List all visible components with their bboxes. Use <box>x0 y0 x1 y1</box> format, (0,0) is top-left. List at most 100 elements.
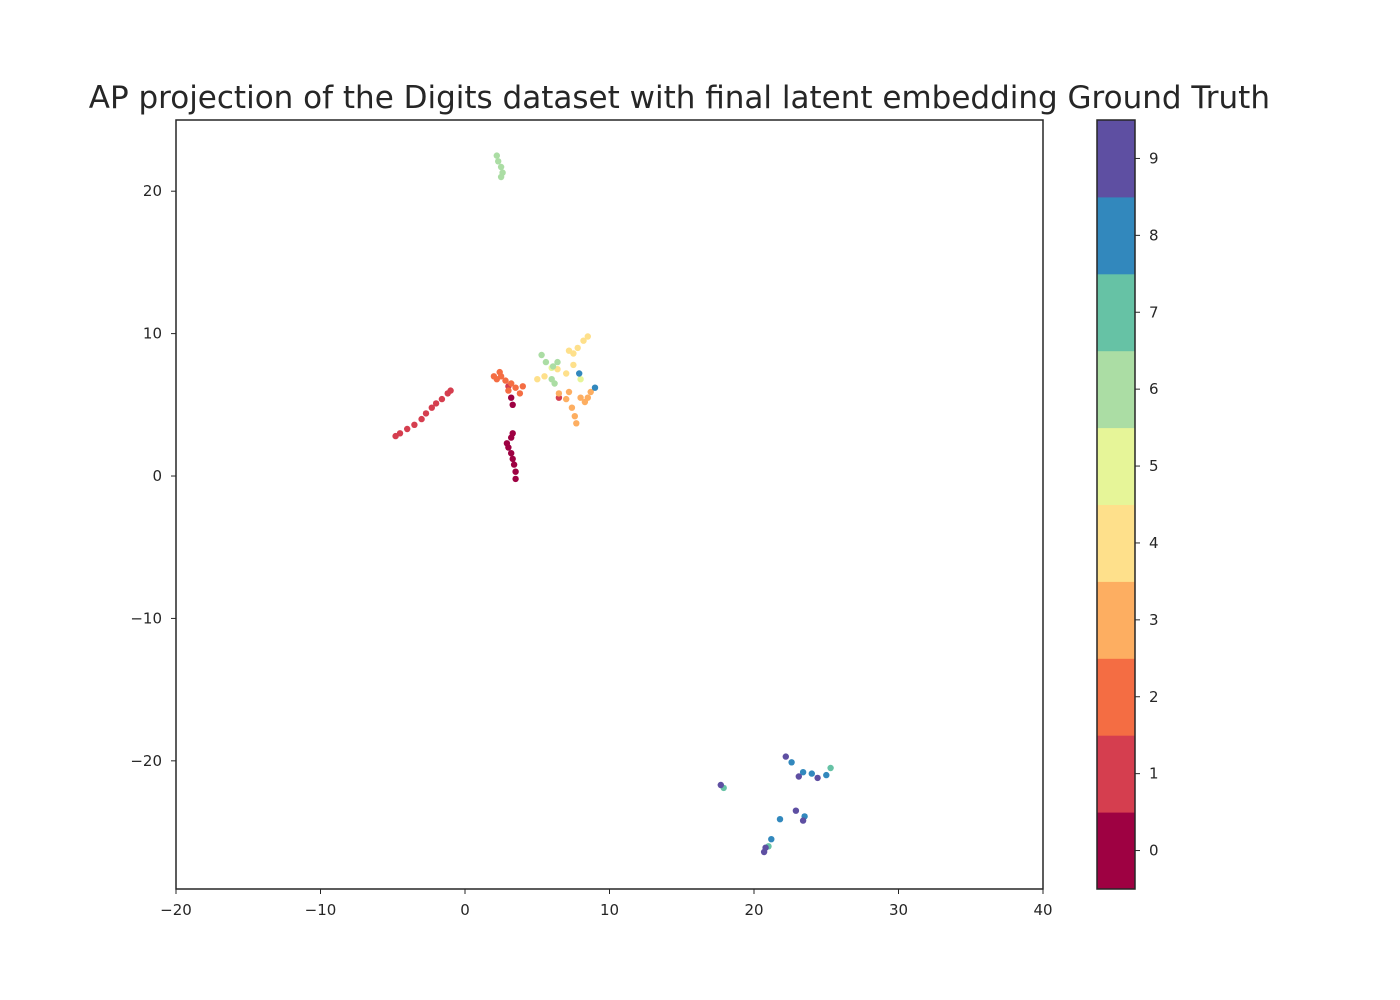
point-class-0 <box>512 475 519 483</box>
point-class-6 <box>493 152 500 159</box>
colorbar-segment-3 <box>1097 581 1135 659</box>
point-class-3 <box>573 420 580 427</box>
point-class-4 <box>580 337 587 344</box>
colorbar-tick-label: 3 <box>1149 611 1159 629</box>
y-tick-label: 20 <box>143 182 162 200</box>
colorbar-tick-label: 0 <box>1149 842 1159 860</box>
point-class-6 <box>549 363 557 370</box>
point-class-1 <box>396 430 404 437</box>
point-class-8 <box>776 816 784 823</box>
point-class-8 <box>799 769 807 776</box>
colorbar-tick-label: 9 <box>1149 149 1159 167</box>
x-axis: −20 −10 0 10 20 30 40 <box>160 889 1053 919</box>
point-class-2 <box>505 387 512 394</box>
colorbar-segment-6 <box>1097 350 1135 429</box>
point-class-0 <box>509 401 516 408</box>
point-class-4 <box>541 373 548 380</box>
point-class-0 <box>509 455 516 463</box>
x-tick-label: −10 <box>305 901 337 919</box>
colorbar-segment-9 <box>1097 120 1135 198</box>
point-class-2 <box>490 373 498 380</box>
colorbar: 0 1 2 3 4 5 6 7 8 9 <box>1096 119 1159 890</box>
point-class-1 <box>447 387 454 394</box>
point-class-8 <box>576 370 583 377</box>
point-class-1 <box>422 410 430 417</box>
point-class-3 <box>587 388 594 396</box>
colorbar-segment-4 <box>1097 504 1135 582</box>
y-tick-label: −10 <box>130 609 162 627</box>
colorbar-segment-8 <box>1097 196 1135 275</box>
colorbar-tick-label: 8 <box>1149 226 1159 244</box>
point-class-9 <box>717 781 724 789</box>
colorbar-segment-2 <box>1097 658 1135 736</box>
point-class-1 <box>418 415 425 423</box>
x-tick-label: 10 <box>600 901 619 919</box>
colorbar-tick-label: 5 <box>1149 457 1159 475</box>
point-class-3 <box>577 394 584 401</box>
point-class-8 <box>591 384 599 391</box>
point-class-9 <box>760 848 768 856</box>
point-class-1 <box>411 421 418 428</box>
colorbar-tick-label: 2 <box>1149 688 1159 706</box>
point-class-1 <box>428 404 435 411</box>
point-class-4 <box>570 361 577 369</box>
point-class-9 <box>782 753 789 760</box>
point-class-6 <box>554 358 561 366</box>
point-class-9 <box>799 817 807 824</box>
x-tick-label: 0 <box>460 901 470 919</box>
point-class-5 <box>577 376 584 383</box>
point-class-9 <box>792 807 800 814</box>
point-class-9 <box>814 774 821 782</box>
point-class-9 <box>795 773 802 780</box>
point-class-6 <box>497 163 505 171</box>
point-class-4 <box>534 376 541 383</box>
point-class-8 <box>823 771 830 779</box>
point-class-6 <box>542 358 550 366</box>
colorbar-segment-1 <box>1097 735 1135 813</box>
colorbar-segment-0 <box>1097 812 1135 890</box>
point-class-6 <box>551 380 558 387</box>
y-tick-label: 0 <box>152 467 162 485</box>
point-class-0 <box>503 440 511 447</box>
x-tick-label: 40 <box>1033 901 1052 919</box>
point-class-4 <box>563 370 570 377</box>
point-class-0 <box>508 394 515 401</box>
point-class-0 <box>509 430 516 437</box>
point-class-6 <box>497 173 505 181</box>
point-class-1 <box>432 400 440 407</box>
point-class-2 <box>508 380 515 387</box>
point-class-4 <box>574 344 581 352</box>
chart-title: AP projection of the Digits dataset with… <box>88 80 1270 116</box>
point-class-2 <box>516 390 524 397</box>
colorbar-frame <box>1096 119 1136 890</box>
point-class-3 <box>555 390 563 397</box>
colorbar-tick-label: 6 <box>1149 380 1159 398</box>
colorbar-tick-label: 4 <box>1149 534 1159 552</box>
point-class-8 <box>788 759 795 766</box>
point-class-0 <box>512 468 519 475</box>
point-class-4 <box>565 347 573 354</box>
point-class-3 <box>571 413 578 420</box>
y-axis: −20 −10 0 10 20 <box>130 182 176 770</box>
point-class-2 <box>512 384 519 391</box>
colorbar-segment-7 <box>1097 273 1135 352</box>
x-tick-label: 20 <box>744 901 763 919</box>
point-class-7 <box>827 764 834 772</box>
colorbar-tick-label: 1 <box>1149 765 1159 783</box>
point-class-2 <box>519 383 526 390</box>
point-class-2 <box>496 368 503 376</box>
x-tick-label: −20 <box>160 901 192 919</box>
point-class-3 <box>563 395 570 403</box>
y-tick-label: 10 <box>143 325 162 343</box>
y-tick-label: −20 <box>130 752 162 770</box>
point-class-6 <box>538 351 545 359</box>
point-class-3 <box>568 404 576 411</box>
point-class-8 <box>808 770 815 777</box>
plot-area-frame <box>175 119 1044 890</box>
points-layer <box>392 152 834 856</box>
point-class-0 <box>508 450 515 457</box>
colorbar-tick-label: 7 <box>1149 303 1159 321</box>
point-class-0 <box>510 461 518 468</box>
point-class-3 <box>565 388 573 396</box>
point-class-6 <box>495 158 502 165</box>
